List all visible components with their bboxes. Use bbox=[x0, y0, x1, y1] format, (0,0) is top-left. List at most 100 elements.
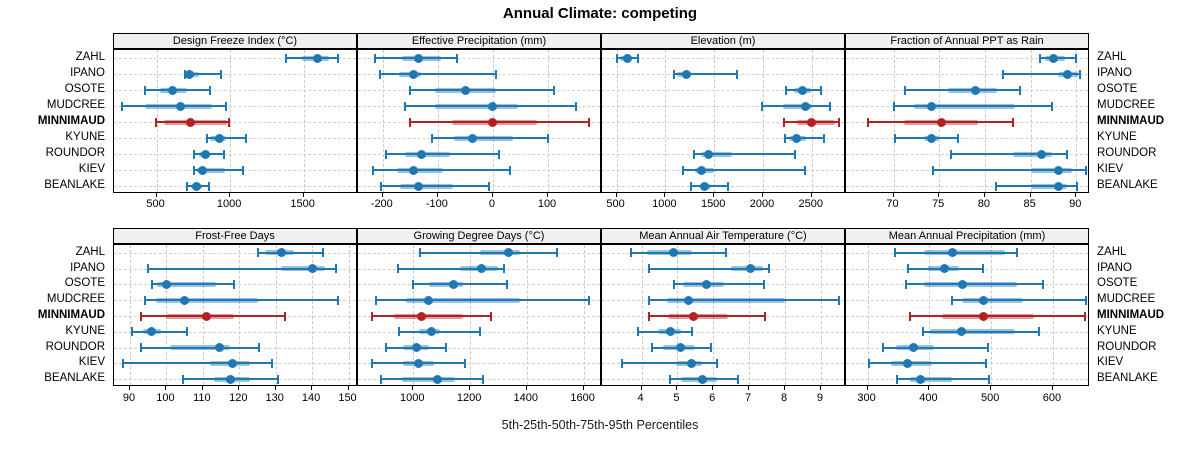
whisker-cap bbox=[636, 327, 639, 337]
v-gridline bbox=[312, 245, 314, 385]
x-tick bbox=[238, 386, 240, 390]
median-dot bbox=[683, 295, 693, 305]
panel-strip: Elevation (m) bbox=[601, 33, 845, 49]
whisker-line bbox=[122, 105, 227, 107]
v-gridline bbox=[785, 245, 786, 385]
station-label-right: ZAHL bbox=[1097, 245, 1127, 258]
whisker-cap bbox=[767, 264, 770, 274]
panel-strip: Frost-Free Days bbox=[113, 228, 357, 244]
median-dot bbox=[746, 264, 756, 274]
whisker-cap bbox=[228, 117, 231, 127]
whisker-cap bbox=[508, 165, 511, 175]
x-tick-label: 6 bbox=[709, 392, 716, 404]
whisker-cap bbox=[385, 343, 388, 353]
whisker-cap bbox=[1084, 311, 1087, 321]
plot-area bbox=[113, 49, 357, 193]
plot-area bbox=[845, 49, 1089, 193]
whisker-cap bbox=[506, 279, 508, 289]
whisker-line bbox=[122, 362, 272, 365]
whisker-cap bbox=[988, 374, 991, 384]
x-tick-label: 400 bbox=[919, 392, 938, 404]
iqr-band bbox=[166, 313, 234, 319]
whisker-line bbox=[207, 137, 246, 139]
median-dot bbox=[412, 343, 422, 353]
whisker-cap bbox=[206, 133, 209, 143]
x-tick bbox=[664, 193, 666, 197]
whisker-cap bbox=[1085, 165, 1088, 175]
panel-title: Frost-Free Days bbox=[195, 230, 275, 242]
median-dot bbox=[460, 85, 470, 95]
station-label-left: KYUNE bbox=[65, 131, 105, 143]
h-gridline bbox=[114, 252, 356, 254]
whisker-line bbox=[376, 299, 590, 302]
x-tick-label: 100 bbox=[156, 392, 175, 404]
whisker-cap bbox=[819, 85, 822, 95]
whisker-cap bbox=[764, 311, 767, 321]
x-tick bbox=[129, 386, 130, 390]
h-gridline bbox=[114, 154, 356, 155]
station-label-right: BEANLAKE bbox=[1097, 179, 1158, 191]
x-tick bbox=[1075, 193, 1077, 197]
station-label-right: KYUNE bbox=[1097, 131, 1137, 143]
whisker-cap bbox=[336, 295, 339, 305]
iqr-band bbox=[428, 281, 463, 287]
median-dot bbox=[704, 149, 714, 159]
plot-area bbox=[601, 49, 845, 193]
x-tick bbox=[381, 193, 383, 197]
median-dot bbox=[807, 117, 817, 127]
x-tick-label: 4 bbox=[637, 392, 644, 404]
median-dot bbox=[414, 181, 424, 191]
station-label-left: OSOTE bbox=[64, 277, 105, 290]
whisker-cap bbox=[412, 279, 415, 289]
median-dot bbox=[1062, 69, 1072, 79]
v-gridline bbox=[763, 50, 764, 192]
iqr-band bbox=[396, 167, 444, 173]
median-dot bbox=[1053, 165, 1063, 175]
median-dot bbox=[689, 311, 698, 321]
whisker-cap bbox=[957, 133, 960, 143]
median-dot bbox=[665, 327, 675, 337]
iqr-band bbox=[480, 250, 520, 256]
whisker-cap bbox=[379, 374, 382, 384]
whisker-cap bbox=[651, 343, 654, 353]
whisker-cap bbox=[982, 264, 985, 274]
whisker-line bbox=[185, 73, 222, 75]
median-dot bbox=[313, 53, 323, 63]
whisker-line bbox=[674, 73, 737, 75]
whisker-line bbox=[762, 105, 831, 107]
whisker-line bbox=[432, 137, 549, 139]
whisker-cap bbox=[784, 85, 787, 95]
whisker-cap bbox=[223, 149, 226, 159]
whisker-line bbox=[995, 185, 1078, 187]
whisker-cap bbox=[456, 53, 459, 63]
panel-strip: Effective Precipitation (mm) bbox=[357, 33, 601, 49]
whisker-cap bbox=[271, 358, 274, 368]
h-gridline bbox=[358, 347, 600, 349]
whisker-cap bbox=[908, 311, 911, 321]
median-dot bbox=[909, 343, 919, 353]
station-label-left: BEANLAKE bbox=[44, 179, 105, 191]
median-dot bbox=[185, 117, 195, 127]
whisker-line bbox=[151, 283, 234, 286]
median-dot bbox=[307, 264, 317, 274]
whisker-cap bbox=[403, 101, 406, 111]
iqr-band bbox=[400, 183, 454, 189]
whisker-cap bbox=[409, 85, 412, 95]
h-gridline bbox=[358, 58, 600, 59]
whisker-cap bbox=[207, 181, 210, 191]
whisker-cap bbox=[1050, 101, 1053, 111]
station-label-left: ROUNDOR bbox=[45, 340, 105, 353]
x-tick bbox=[983, 193, 985, 197]
h-gridline bbox=[846, 58, 1088, 59]
x-tick-label: 7 bbox=[745, 392, 752, 404]
panel-title: Fraction of Annual PPT as Rain bbox=[890, 35, 1044, 47]
whisker-cap bbox=[647, 264, 650, 274]
x-tick-label: 1200 bbox=[456, 392, 482, 404]
station-label-left: KYUNE bbox=[65, 324, 105, 337]
x-tick bbox=[525, 386, 527, 390]
whisker-cap bbox=[322, 248, 324, 258]
h-gridline bbox=[602, 90, 844, 91]
whisker-cap bbox=[479, 327, 481, 337]
median-dot bbox=[687, 358, 697, 368]
median-dot bbox=[948, 248, 958, 258]
